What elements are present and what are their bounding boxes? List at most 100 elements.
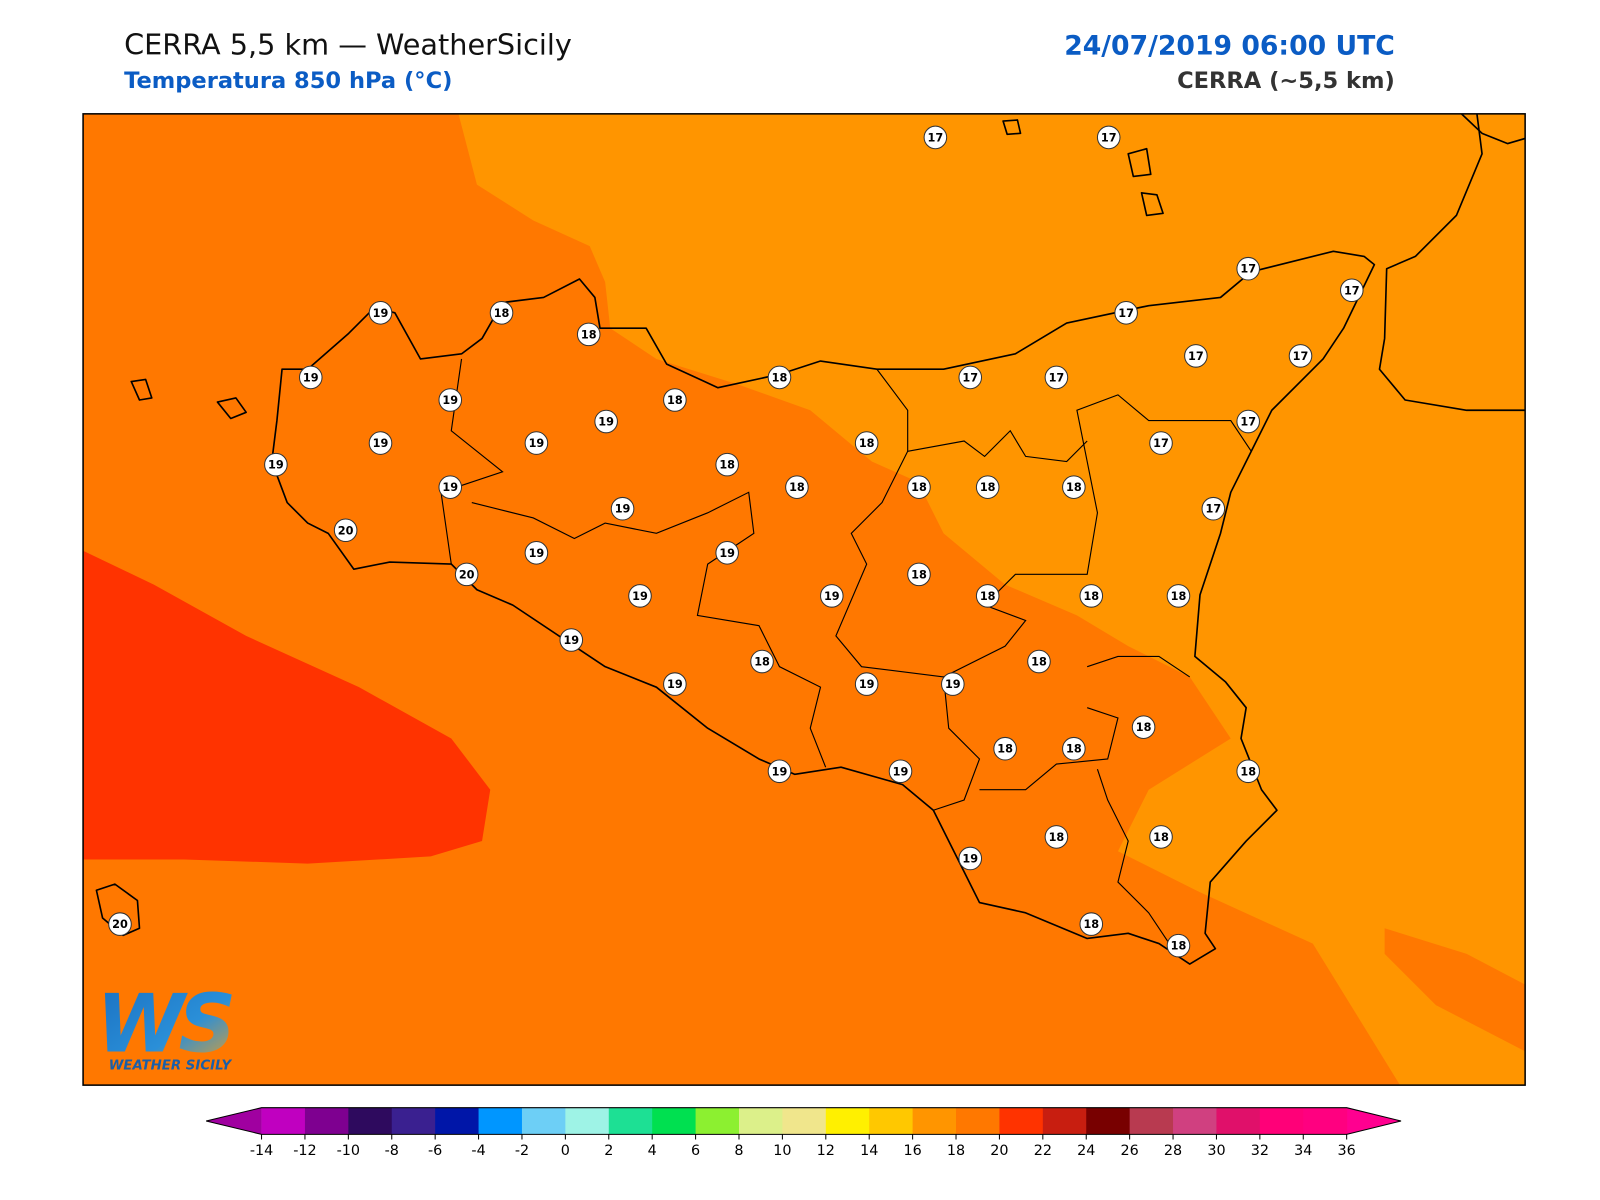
- point-value: 19: [563, 634, 579, 647]
- colorbar-tick-label: 28: [1164, 1143, 1182, 1159]
- province-border: [933, 676, 981, 811]
- point-value: 17: [1188, 350, 1204, 363]
- aeolian-island: [1002, 119, 1022, 136]
- point: 18: [715, 452, 739, 477]
- point-marker: [1166, 933, 1191, 958]
- point-value: 18: [1240, 765, 1256, 778]
- point: 19: [663, 672, 687, 696]
- colorbar-bin: [391, 1107, 436, 1135]
- point-marker: [333, 518, 358, 543]
- point: 19: [368, 431, 393, 455]
- point: 17: [1184, 344, 1208, 368]
- calabria-coast: [1378, 113, 1526, 412]
- point: 18: [1062, 475, 1086, 499]
- point: 17: [1149, 431, 1173, 455]
- point-value: 18: [980, 481, 996, 494]
- point: 18: [907, 562, 931, 587]
- temperature-field: [83, 113, 1526, 1086]
- point-marker: [610, 496, 635, 521]
- map-frame: [82, 113, 1526, 1086]
- point-value: 19: [442, 481, 458, 494]
- point: 17: [923, 125, 948, 150]
- point: 18: [854, 431, 879, 455]
- point-marker: [663, 672, 687, 696]
- subtitle: Temperatura 850 hPa (°C): [124, 68, 452, 94]
- point-marker: [368, 301, 393, 325]
- point: 18: [576, 322, 601, 347]
- point-marker: [524, 431, 549, 455]
- point-value: 19: [598, 416, 614, 429]
- point-value: 19: [632, 590, 648, 603]
- point-marker: [438, 388, 463, 412]
- point-value: 17: [928, 131, 944, 144]
- colorbar-tick-label: -8: [385, 1143, 399, 1159]
- point-marker: [785, 475, 809, 499]
- point: 17: [1114, 301, 1138, 325]
- province-border: [907, 429, 1088, 463]
- point-marker: [907, 475, 931, 499]
- point-marker: [1288, 344, 1313, 368]
- colorbar-tick-label: 20: [990, 1143, 1008, 1159]
- point-value: 19: [373, 437, 389, 450]
- point-marker: [993, 736, 1017, 761]
- point-value: 18: [859, 437, 875, 450]
- point: 19: [819, 584, 844, 608]
- point-value: 18: [1083, 918, 1099, 931]
- point-marker: [663, 388, 687, 412]
- point: 19: [941, 672, 965, 696]
- colorbar-tick-label: 26: [1121, 1143, 1139, 1159]
- point-value: 19: [442, 394, 458, 407]
- province-border: [1096, 769, 1170, 944]
- point-marker: [1131, 715, 1156, 739]
- point-marker: [975, 475, 1000, 499]
- colorbar-bin: [304, 1107, 349, 1135]
- point-marker: [958, 846, 983, 871]
- colorbar-bin: [869, 1107, 914, 1135]
- point-marker: [1079, 912, 1104, 936]
- colorbar-tick-label: 16: [903, 1143, 921, 1159]
- colorbar-tick-label: -4: [471, 1143, 485, 1159]
- point-marker: [576, 322, 601, 347]
- logo: WS WEATHER SICILY: [96, 977, 238, 1073]
- colorbar-bin: [1173, 1107, 1217, 1135]
- colorbar-tick-label: 14: [860, 1143, 878, 1159]
- point-marker: [1149, 431, 1173, 455]
- colorbar-bin: [1129, 1107, 1174, 1135]
- colorbar-tick-label: -12: [293, 1143, 316, 1159]
- point-value: 17: [1240, 416, 1256, 429]
- point-value: 19: [824, 590, 840, 603]
- colorbar-bin: [608, 1107, 653, 1135]
- point-value: 18: [1066, 743, 1082, 756]
- point-marker: [941, 672, 965, 696]
- colorbar-tick-label: 36: [1338, 1143, 1356, 1159]
- point-marker: [1236, 759, 1260, 784]
- point-marker: [264, 452, 288, 477]
- point-marker: [368, 431, 393, 455]
- colorbar-bin: [956, 1107, 1000, 1135]
- colorbar-bin: [825, 1107, 870, 1135]
- colorbar-tick-label: 18: [947, 1143, 965, 1159]
- point-value: 20: [112, 918, 128, 931]
- point: 17: [1044, 365, 1069, 390]
- point: 18: [993, 736, 1017, 761]
- point-marker: [1236, 256, 1260, 281]
- point: 17: [1096, 125, 1121, 150]
- colorbar-bin: [695, 1107, 740, 1135]
- point-value: 18: [1153, 831, 1169, 844]
- colorbar-bin: [1216, 1107, 1261, 1135]
- point: 19: [715, 541, 739, 565]
- point: 20: [454, 562, 479, 587]
- point-marker: [767, 759, 792, 784]
- point-marker: [750, 649, 774, 674]
- point-value: 18: [719, 459, 735, 472]
- point-marker: [854, 431, 879, 455]
- colorbar-tick-label: 10: [773, 1143, 791, 1159]
- field-18-20: [1169, 996, 1203, 1047]
- point-value: 20: [459, 568, 475, 581]
- point: 19: [958, 846, 983, 871]
- point-marker: [1201, 496, 1226, 521]
- point-marker: [524, 541, 549, 565]
- point-marker: [907, 562, 931, 587]
- colorbar-tick-label: -6: [428, 1143, 442, 1159]
